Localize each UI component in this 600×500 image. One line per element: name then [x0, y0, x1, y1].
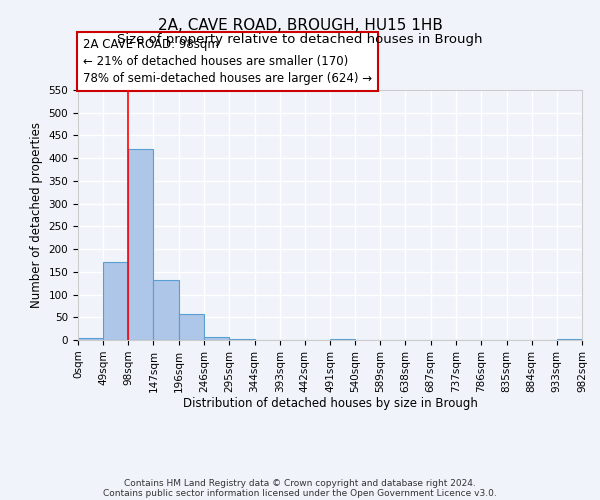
Y-axis label: Number of detached properties: Number of detached properties [30, 122, 43, 308]
Text: Contains HM Land Registry data © Crown copyright and database right 2024.: Contains HM Land Registry data © Crown c… [124, 478, 476, 488]
Text: 2A CAVE ROAD: 98sqm
← 21% of detached houses are smaller (170)
78% of semi-detac: 2A CAVE ROAD: 98sqm ← 21% of detached ho… [83, 38, 372, 85]
Bar [78, 338, 103, 340]
Bar [179, 314, 204, 340]
Text: Contains public sector information licensed under the Open Government Licence v3: Contains public sector information licen… [103, 488, 497, 498]
Bar [229, 339, 254, 340]
Bar [557, 338, 582, 340]
Bar [103, 262, 128, 340]
Bar [204, 337, 229, 340]
Text: Size of property relative to detached houses in Brough: Size of property relative to detached ho… [117, 32, 483, 46]
X-axis label: Distribution of detached houses by size in Brough: Distribution of detached houses by size … [182, 398, 478, 410]
Text: 2A, CAVE ROAD, BROUGH, HU15 1HB: 2A, CAVE ROAD, BROUGH, HU15 1HB [158, 18, 442, 32]
Bar [128, 148, 154, 340]
Bar [154, 280, 179, 340]
Bar [330, 339, 355, 340]
